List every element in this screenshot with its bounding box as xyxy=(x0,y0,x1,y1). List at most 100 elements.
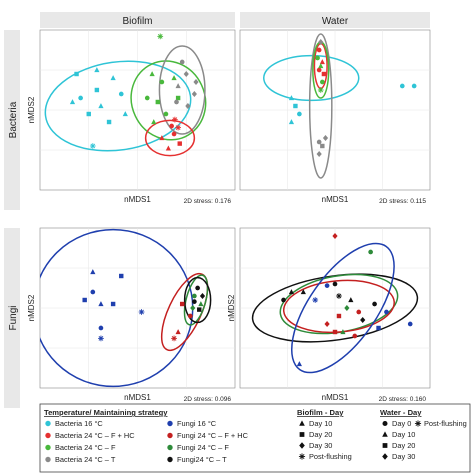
legend-label-b24f: Bacteria 24 °C – F xyxy=(55,443,116,452)
data-point-b16-square xyxy=(94,87,100,93)
confidence-ellipse-f24hc xyxy=(282,279,395,334)
data-point-b24f-star xyxy=(157,33,164,40)
legend-title-water: Water - Day xyxy=(380,408,422,417)
data-point-f24f-circle xyxy=(192,293,197,299)
confidence-ellipse-b16 xyxy=(44,60,192,152)
column-strip-biofilm: Biofilm xyxy=(40,12,235,28)
data-point-b16-circle xyxy=(297,111,302,117)
strip-bg xyxy=(40,12,235,28)
data-point-b24f-circle xyxy=(163,111,169,117)
legend-swatch-b24hc xyxy=(45,432,51,439)
data-point-f24t-triangle xyxy=(288,289,295,295)
data-point-b24hc-square xyxy=(177,141,182,146)
legend-shape-water-star xyxy=(414,420,422,427)
legend-label-biofilm: Day 30 xyxy=(309,441,332,450)
legend-label-b24t: Bacteria 24 °C – T xyxy=(55,455,116,464)
data-point-b24t-square xyxy=(320,143,325,149)
data-point-b16-triangle xyxy=(94,67,100,73)
data-point-b24f-square xyxy=(175,95,181,101)
legend-swatch-b24f xyxy=(45,444,51,451)
data-point-f16-triangle xyxy=(296,361,302,367)
data-point-b24f-triangle xyxy=(318,63,324,69)
confidence-ellipse-b24t xyxy=(308,33,333,179)
strip-label-water: Water xyxy=(322,16,349,27)
legend-swatch-b24t xyxy=(45,456,51,463)
legend-shape-biofilm-square xyxy=(299,432,305,437)
legend-label-biofilm: Day 10 xyxy=(309,419,332,428)
stress-value: 2D stress: 0.160 xyxy=(379,396,427,403)
legend-swatch-f24t xyxy=(167,456,173,463)
confidence-ellipse-f24f xyxy=(183,274,209,326)
data-point-f24t-circle xyxy=(372,301,377,307)
data-point-f24f-circle xyxy=(368,249,373,255)
data-point-f24t-diamond xyxy=(360,317,366,323)
legend-shape-water-square xyxy=(382,443,388,448)
confidence-ellipse-b24f xyxy=(130,60,207,141)
data-point-b24hc-triangle xyxy=(159,135,165,141)
data-point-b16-square xyxy=(86,111,91,117)
column-strip-water: Water xyxy=(240,12,430,28)
panel-fungi-water: nMDS1 nMDS2 2D stress: 0.160 xyxy=(227,227,431,403)
row-strip-fungi: Fungi xyxy=(4,228,20,408)
stress-value: 2D stress: 0.096 xyxy=(184,396,232,403)
plot-marks xyxy=(40,228,212,388)
data-point-f16-square xyxy=(110,301,116,307)
legend-label-biofilm: Day 20 xyxy=(309,430,332,439)
stress-value: 2D stress: 0.176 xyxy=(184,198,232,205)
data-point-b24hc-star xyxy=(175,124,181,131)
data-point-b16-triangle xyxy=(98,103,104,109)
data-point-b16-square xyxy=(106,119,112,125)
legend-label-f24t: Fungi24 °C – T xyxy=(177,455,227,464)
data-point-f24t-diamond xyxy=(199,293,206,299)
data-point-f24t-circle xyxy=(281,297,286,303)
data-point-b24hc-circle xyxy=(169,123,174,129)
confidence-ellipse-f24t xyxy=(251,273,419,343)
data-point-b24f-circle xyxy=(315,55,320,61)
data-point-f16-triangle xyxy=(90,269,96,275)
legend-shape-biofilm-triangle xyxy=(299,420,305,426)
legend-label-b24hc: Bacteria 24 °C – F + HC xyxy=(55,431,135,440)
legend-shape-water-diamond xyxy=(382,453,388,460)
legend-swatch-f24f xyxy=(167,444,173,451)
strip-bg xyxy=(240,12,430,28)
data-point-f24t-triangle xyxy=(348,297,354,303)
panel-bacteria-biofilm: nMDS1 nMDS2 2D stress: 0.176 xyxy=(27,29,236,205)
data-point-b16-triangle xyxy=(110,75,116,81)
data-point-f16-circle xyxy=(324,283,330,288)
data-point-b16-square xyxy=(293,103,298,109)
plot-marks xyxy=(251,233,419,374)
legend-shape-biofilm-diamond xyxy=(299,442,305,449)
data-point-f24hc-circle xyxy=(352,333,358,339)
data-point-f24t-circle xyxy=(192,299,197,304)
data-point-b16-triangle xyxy=(288,119,295,125)
data-point-b24hc-triangle xyxy=(165,145,171,151)
row-strip-bacteria: Bacteria xyxy=(4,30,20,210)
data-point-b24f-circle xyxy=(319,79,325,85)
y-axis-label: nMDS2 xyxy=(27,96,36,123)
legend-label-water: Day 30 xyxy=(392,452,415,461)
data-point-b24t-diamond xyxy=(191,91,197,97)
data-point-f24hc-star xyxy=(171,335,177,342)
data-point-b24t-circle xyxy=(174,99,179,105)
confidence-ellipse-b24hc xyxy=(144,119,196,157)
legend-label-biofilm: Post-flushing xyxy=(309,452,352,461)
x-axis-label: nMDS1 xyxy=(124,195,151,204)
data-point-b16-circle xyxy=(399,83,405,89)
confidence-ellipse-b24t xyxy=(158,45,206,135)
data-point-b24f-triangle xyxy=(171,75,177,81)
data-point-b16-star xyxy=(89,143,96,149)
legend-title-strategy: Temperature/ Maintaining strategy xyxy=(44,408,168,417)
data-point-f16-circle xyxy=(384,309,389,315)
legend-swatch-f24hc xyxy=(167,432,173,439)
data-point-f24t-triangle xyxy=(300,289,306,295)
strip-label-bacteria: Bacteria xyxy=(8,101,19,138)
data-point-f24hc-circle xyxy=(187,313,193,319)
data-point-f24hc-square xyxy=(332,329,338,335)
data-point-f16-star xyxy=(312,297,319,303)
data-point-f24t-circle xyxy=(332,281,338,287)
y-axis-label: nMDS2 xyxy=(227,294,236,321)
data-point-b24hc-circle xyxy=(316,47,322,53)
data-point-f16-circle xyxy=(90,289,96,295)
panel-bacteria-water: nMDS1 2D stress: 0.115 xyxy=(239,29,431,205)
